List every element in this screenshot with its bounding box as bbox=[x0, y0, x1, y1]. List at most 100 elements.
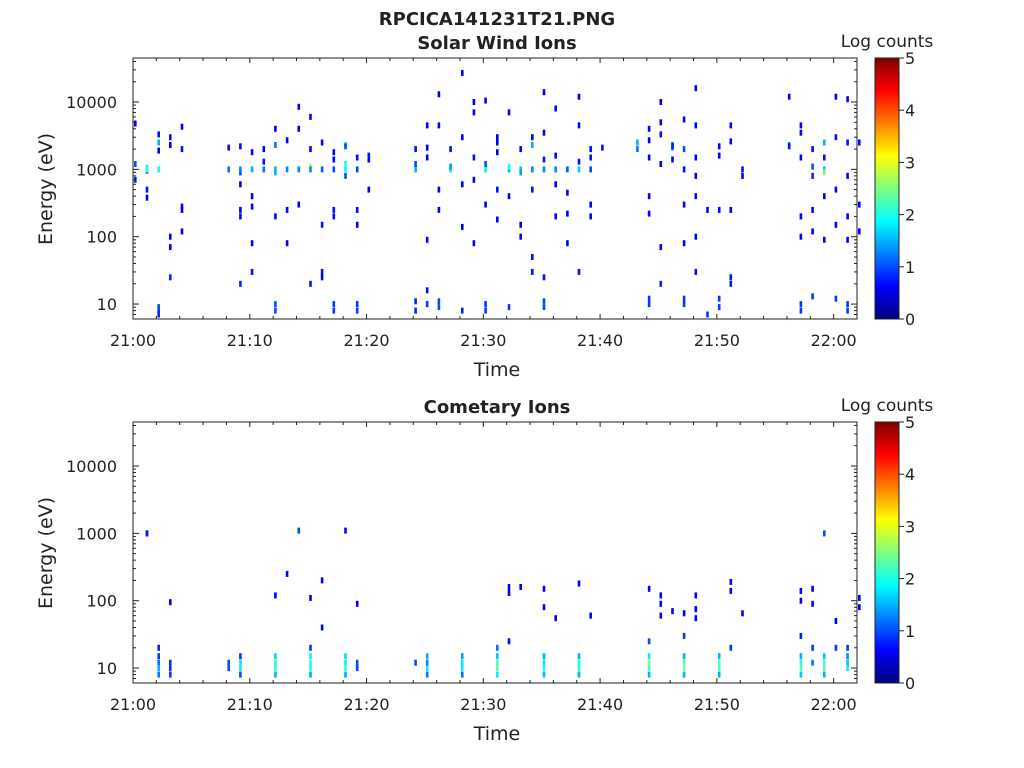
heatmap-cell bbox=[274, 142, 277, 148]
heatmap-cell bbox=[262, 158, 266, 165]
heatmap-cell bbox=[262, 166, 266, 173]
heatmap-cell bbox=[250, 203, 254, 210]
heatmap-cell bbox=[344, 143, 347, 150]
heatmap-cell bbox=[414, 307, 417, 314]
heatmap-cell bbox=[239, 143, 242, 150]
heatmap-cell bbox=[729, 578, 733, 585]
heatmap-cell bbox=[169, 671, 172, 678]
heatmap-cell bbox=[157, 311, 160, 318]
heatmap-cell bbox=[309, 665, 312, 672]
heatmap-cell bbox=[554, 105, 557, 112]
heatmap-cell bbox=[682, 116, 686, 123]
heatmap-cell bbox=[647, 659, 651, 666]
heatmap-cell bbox=[823, 236, 826, 243]
heatmap-cell bbox=[846, 213, 849, 220]
colorbar-tick-label: 1 bbox=[905, 622, 915, 641]
solar-wind-colorbar-ticks: 0 1 2 3 4 5 bbox=[899, 49, 915, 329]
heatmap-cell bbox=[367, 186, 371, 193]
heatmap-cell bbox=[647, 125, 651, 132]
heatmap-cell bbox=[507, 193, 511, 200]
heatmap-cell bbox=[647, 301, 651, 308]
heatmap-cell bbox=[846, 653, 849, 660]
heatmap-cell bbox=[355, 221, 359, 228]
heatmap-cell bbox=[659, 119, 663, 126]
heatmap-cell bbox=[682, 659, 686, 666]
heatmap-cell bbox=[647, 665, 651, 672]
heatmap-cell bbox=[846, 236, 849, 243]
heatmap-cell bbox=[858, 139, 861, 146]
heatmap-cell bbox=[332, 206, 336, 213]
heatmap-cell bbox=[320, 577, 324, 584]
heatmap-cell bbox=[682, 240, 686, 247]
heatmap-cell bbox=[297, 166, 301, 173]
heatmap-cell bbox=[332, 213, 336, 220]
heatmap-cell bbox=[227, 144, 230, 151]
heatmap-cell bbox=[239, 206, 242, 213]
heatmap-cell bbox=[355, 665, 359, 672]
heatmap-cell bbox=[414, 659, 417, 666]
colorbar-tick-label: 4 bbox=[905, 465, 915, 484]
heatmap-cell bbox=[834, 93, 838, 100]
heatmap-cell bbox=[437, 304, 441, 311]
heatmap-cell bbox=[227, 166, 230, 173]
heatmap-cell bbox=[309, 280, 312, 287]
heatmap-cell bbox=[169, 659, 172, 666]
heatmap-cell bbox=[472, 176, 476, 183]
heatmap-cell bbox=[437, 186, 441, 193]
heatmap-cell bbox=[542, 274, 546, 281]
heatmap-cell bbox=[671, 156, 674, 163]
heatmap-cell bbox=[496, 139, 499, 146]
heatmap-cell bbox=[250, 166, 254, 173]
heatmap-cell bbox=[461, 653, 464, 660]
heatmap-cell bbox=[180, 203, 184, 210]
heatmap-cell bbox=[706, 311, 709, 318]
heatmap-cell bbox=[694, 122, 698, 129]
heatmap-cell bbox=[542, 89, 546, 96]
heatmap-cell bbox=[309, 166, 312, 173]
heatmap-cell bbox=[542, 585, 546, 592]
heatmap-cell bbox=[589, 146, 592, 153]
heatmap-cell bbox=[799, 301, 803, 308]
y-tick-label: 10 bbox=[97, 659, 117, 678]
heatmap-cell bbox=[437, 298, 441, 305]
heatmap-cell bbox=[787, 143, 791, 150]
heatmap-cell bbox=[355, 307, 359, 314]
heatmap-cell bbox=[169, 244, 172, 251]
heatmap-cell bbox=[157, 665, 160, 672]
heatmap-cell bbox=[823, 659, 826, 666]
heatmap-cell bbox=[823, 139, 826, 146]
heatmap-cell bbox=[134, 161, 137, 167]
heatmap-cell bbox=[846, 307, 849, 314]
heatmap-cell bbox=[799, 154, 803, 161]
heatmap-cell bbox=[169, 274, 172, 281]
heatmap-cell bbox=[811, 228, 814, 235]
heatmap-cell bbox=[274, 169, 277, 176]
heatmap-cell bbox=[682, 146, 686, 153]
heatmap-cell bbox=[577, 580, 581, 587]
heatmap-cell bbox=[145, 194, 149, 201]
y-tick-label: 1000 bbox=[76, 524, 117, 543]
heatmap-cell bbox=[344, 172, 347, 179]
x-tick-label: 21:30 bbox=[460, 695, 506, 714]
heatmap-cell bbox=[169, 134, 172, 141]
heatmap-cell bbox=[461, 671, 464, 678]
heatmap-cell bbox=[274, 653, 277, 660]
solar-wind-x-axis-label: Time bbox=[473, 359, 521, 381]
y-tick-label: 1000 bbox=[76, 160, 117, 179]
colorbar-tick-label: 1 bbox=[905, 258, 915, 277]
heatmap-cell bbox=[694, 172, 698, 179]
heatmap-cell bbox=[741, 172, 744, 179]
heatmap-cell bbox=[157, 304, 160, 311]
colorbar-tick-label: 5 bbox=[905, 413, 915, 432]
heatmap-cell bbox=[682, 653, 686, 660]
heatmap-cell bbox=[169, 233, 172, 240]
heatmap-cell bbox=[694, 193, 698, 200]
heatmap-cell bbox=[694, 606, 698, 613]
heatmap-cell bbox=[320, 139, 324, 146]
heatmap-cell bbox=[496, 659, 499, 666]
heatmap-cell bbox=[274, 659, 277, 666]
heatmap-cell bbox=[274, 307, 277, 314]
heatmap-cell bbox=[659, 161, 663, 167]
solar-wind-plot-frame bbox=[132, 57, 858, 320]
heatmap-cell bbox=[823, 193, 826, 200]
